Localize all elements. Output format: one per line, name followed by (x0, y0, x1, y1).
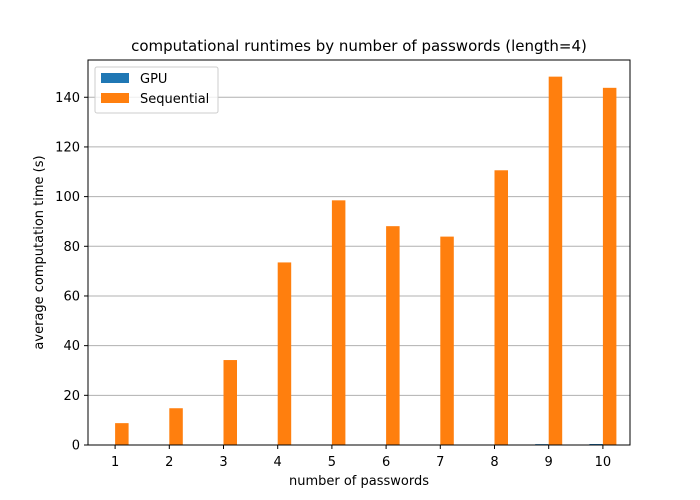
legend-swatch-gpu (101, 73, 129, 83)
y-tick-label: 80 (63, 240, 80, 255)
x-tick-label: 2 (165, 455, 173, 470)
x-tick-label: 10 (595, 455, 612, 470)
x-tick-label: 5 (328, 455, 336, 470)
y-tick-label: 0 (72, 439, 80, 454)
bar-sequential-1 (115, 423, 129, 445)
x-tick-label: 4 (274, 455, 282, 470)
bar-sequential-2 (169, 408, 183, 445)
y-tick-label: 40 (63, 339, 80, 354)
legend-swatch-sequential (101, 93, 129, 103)
x-tick-label: 7 (436, 455, 444, 470)
gridlines (88, 96, 630, 446)
plot-frame (87, 59, 631, 446)
x-tick-label: 9 (545, 455, 553, 470)
bar-sequential-6 (386, 226, 400, 445)
bar-sequential-5 (331, 200, 346, 445)
bar-sequential-3 (223, 360, 237, 445)
x-axis-label: number of passwords (289, 474, 429, 489)
y-tick-label: 20 (63, 389, 80, 404)
y-tick-label: 60 (63, 289, 80, 304)
x-axis-ticks: 1 2 3 4 5 6 7 8 9 10 (111, 445, 611, 470)
bars (101, 76, 617, 446)
bar-sequential-8 (494, 170, 508, 445)
x-tick-label: 1 (111, 455, 119, 470)
y-axis-ticks: 0 20 40 60 80 100 120 140 (55, 91, 88, 454)
bar-sequential-10 (602, 87, 617, 446)
y-axis-label: average computation time (s) (32, 155, 47, 349)
y-tick-label: 140 (55, 91, 80, 106)
legend: GPU Sequential (94, 66, 219, 114)
y-tick-label: 120 (55, 140, 80, 155)
bar-sequential-4 (277, 262, 292, 445)
y-tick-label: 100 (55, 190, 80, 205)
x-tick-label: 3 (219, 455, 227, 470)
legend-label-gpu: GPU (140, 72, 167, 87)
x-tick-label: 8 (490, 455, 498, 470)
bar-sequential-7 (440, 236, 454, 445)
chart-title: computational runtimes by number of pass… (131, 37, 587, 55)
legend-label-sequential: Sequential (140, 92, 209, 107)
x-tick-label: 6 (382, 455, 390, 470)
bar-sequential-9 (548, 76, 563, 445)
